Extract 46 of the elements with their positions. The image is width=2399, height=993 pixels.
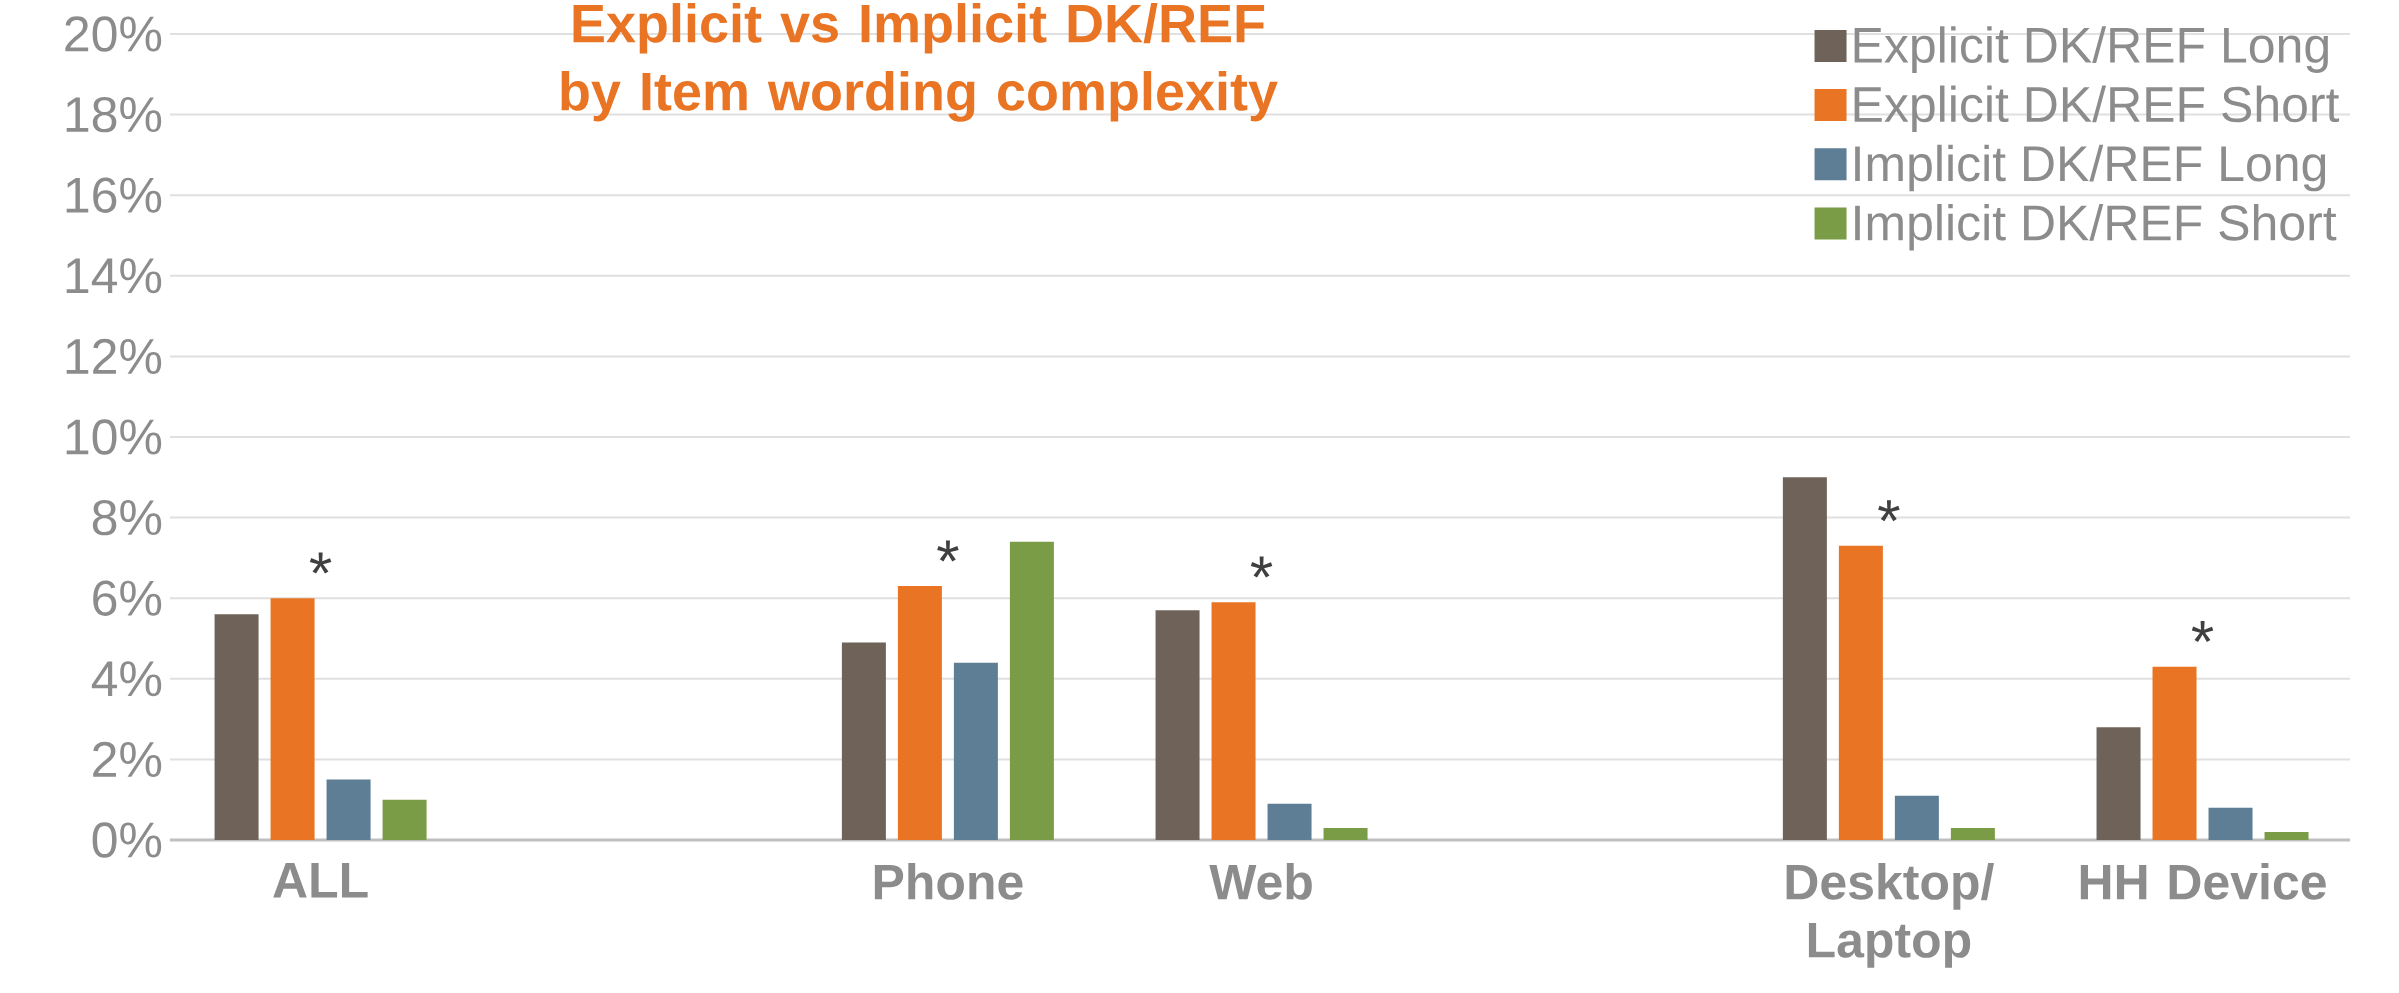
annotation: * [1250, 556, 1273, 578]
bar [897, 586, 942, 840]
bar [2152, 666, 2197, 840]
bar [270, 598, 315, 840]
annotation: * [2191, 621, 2214, 643]
bar [1155, 610, 1200, 840]
legend-label: Implicit DK/REF Long [1855, 144, 2326, 192]
bar [1950, 827, 1995, 840]
legend-label: Explicit DK/REF Long [1854, 26, 2328, 73]
x-tick-label: Web [1209, 863, 1312, 900]
y-tick-label: 8% [92, 499, 162, 536]
bar [2264, 831, 2309, 840]
bar [382, 799, 427, 840]
bar [2096, 727, 2141, 840]
y-tick-label: 6% [93, 580, 162, 616]
bar [1894, 795, 1939, 840]
y-tick-label: 20% [65, 16, 162, 52]
bar [1782, 477, 1827, 840]
legend-label: Implicit DK/REF Short [1855, 203, 2337, 251]
bar [953, 662, 998, 840]
annotation: * [937, 540, 959, 562]
bar [1323, 827, 1368, 840]
x-tick-label: Phone [874, 863, 1023, 900]
y-tick-label: 12% [66, 338, 162, 374]
bar [1211, 602, 1256, 840]
legend-label: Explicit DK/REF Short [1854, 85, 2340, 133]
bar [841, 642, 886, 840]
x-tick-label: HH Device [2080, 863, 2326, 900]
bar [326, 779, 371, 840]
y-tick-label: 16% [66, 177, 162, 213]
annotation: * [309, 552, 332, 574]
y-tick-label: 14% [66, 258, 162, 294]
bar [214, 614, 259, 840]
bar [1009, 541, 1054, 840]
annotation: * [1878, 500, 1900, 522]
x-tick-label: ALL [273, 863, 368, 898]
y-tick-label: 2% [93, 741, 162, 777]
y-tick-label: 4% [91, 661, 162, 697]
bar [2208, 807, 2253, 840]
x-tick-label: Desktop/ Laptop [1786, 863, 1994, 968]
y-tick-label: 18% [66, 96, 162, 133]
bar [1838, 545, 1883, 840]
bar [1267, 803, 1312, 840]
y-tick-label: 0% [92, 822, 162, 858]
y-tick-label: 10% [66, 419, 162, 455]
chart-title: Explicit vs Implicit DK/REF by Item wording complexity [561, 3, 1278, 122]
